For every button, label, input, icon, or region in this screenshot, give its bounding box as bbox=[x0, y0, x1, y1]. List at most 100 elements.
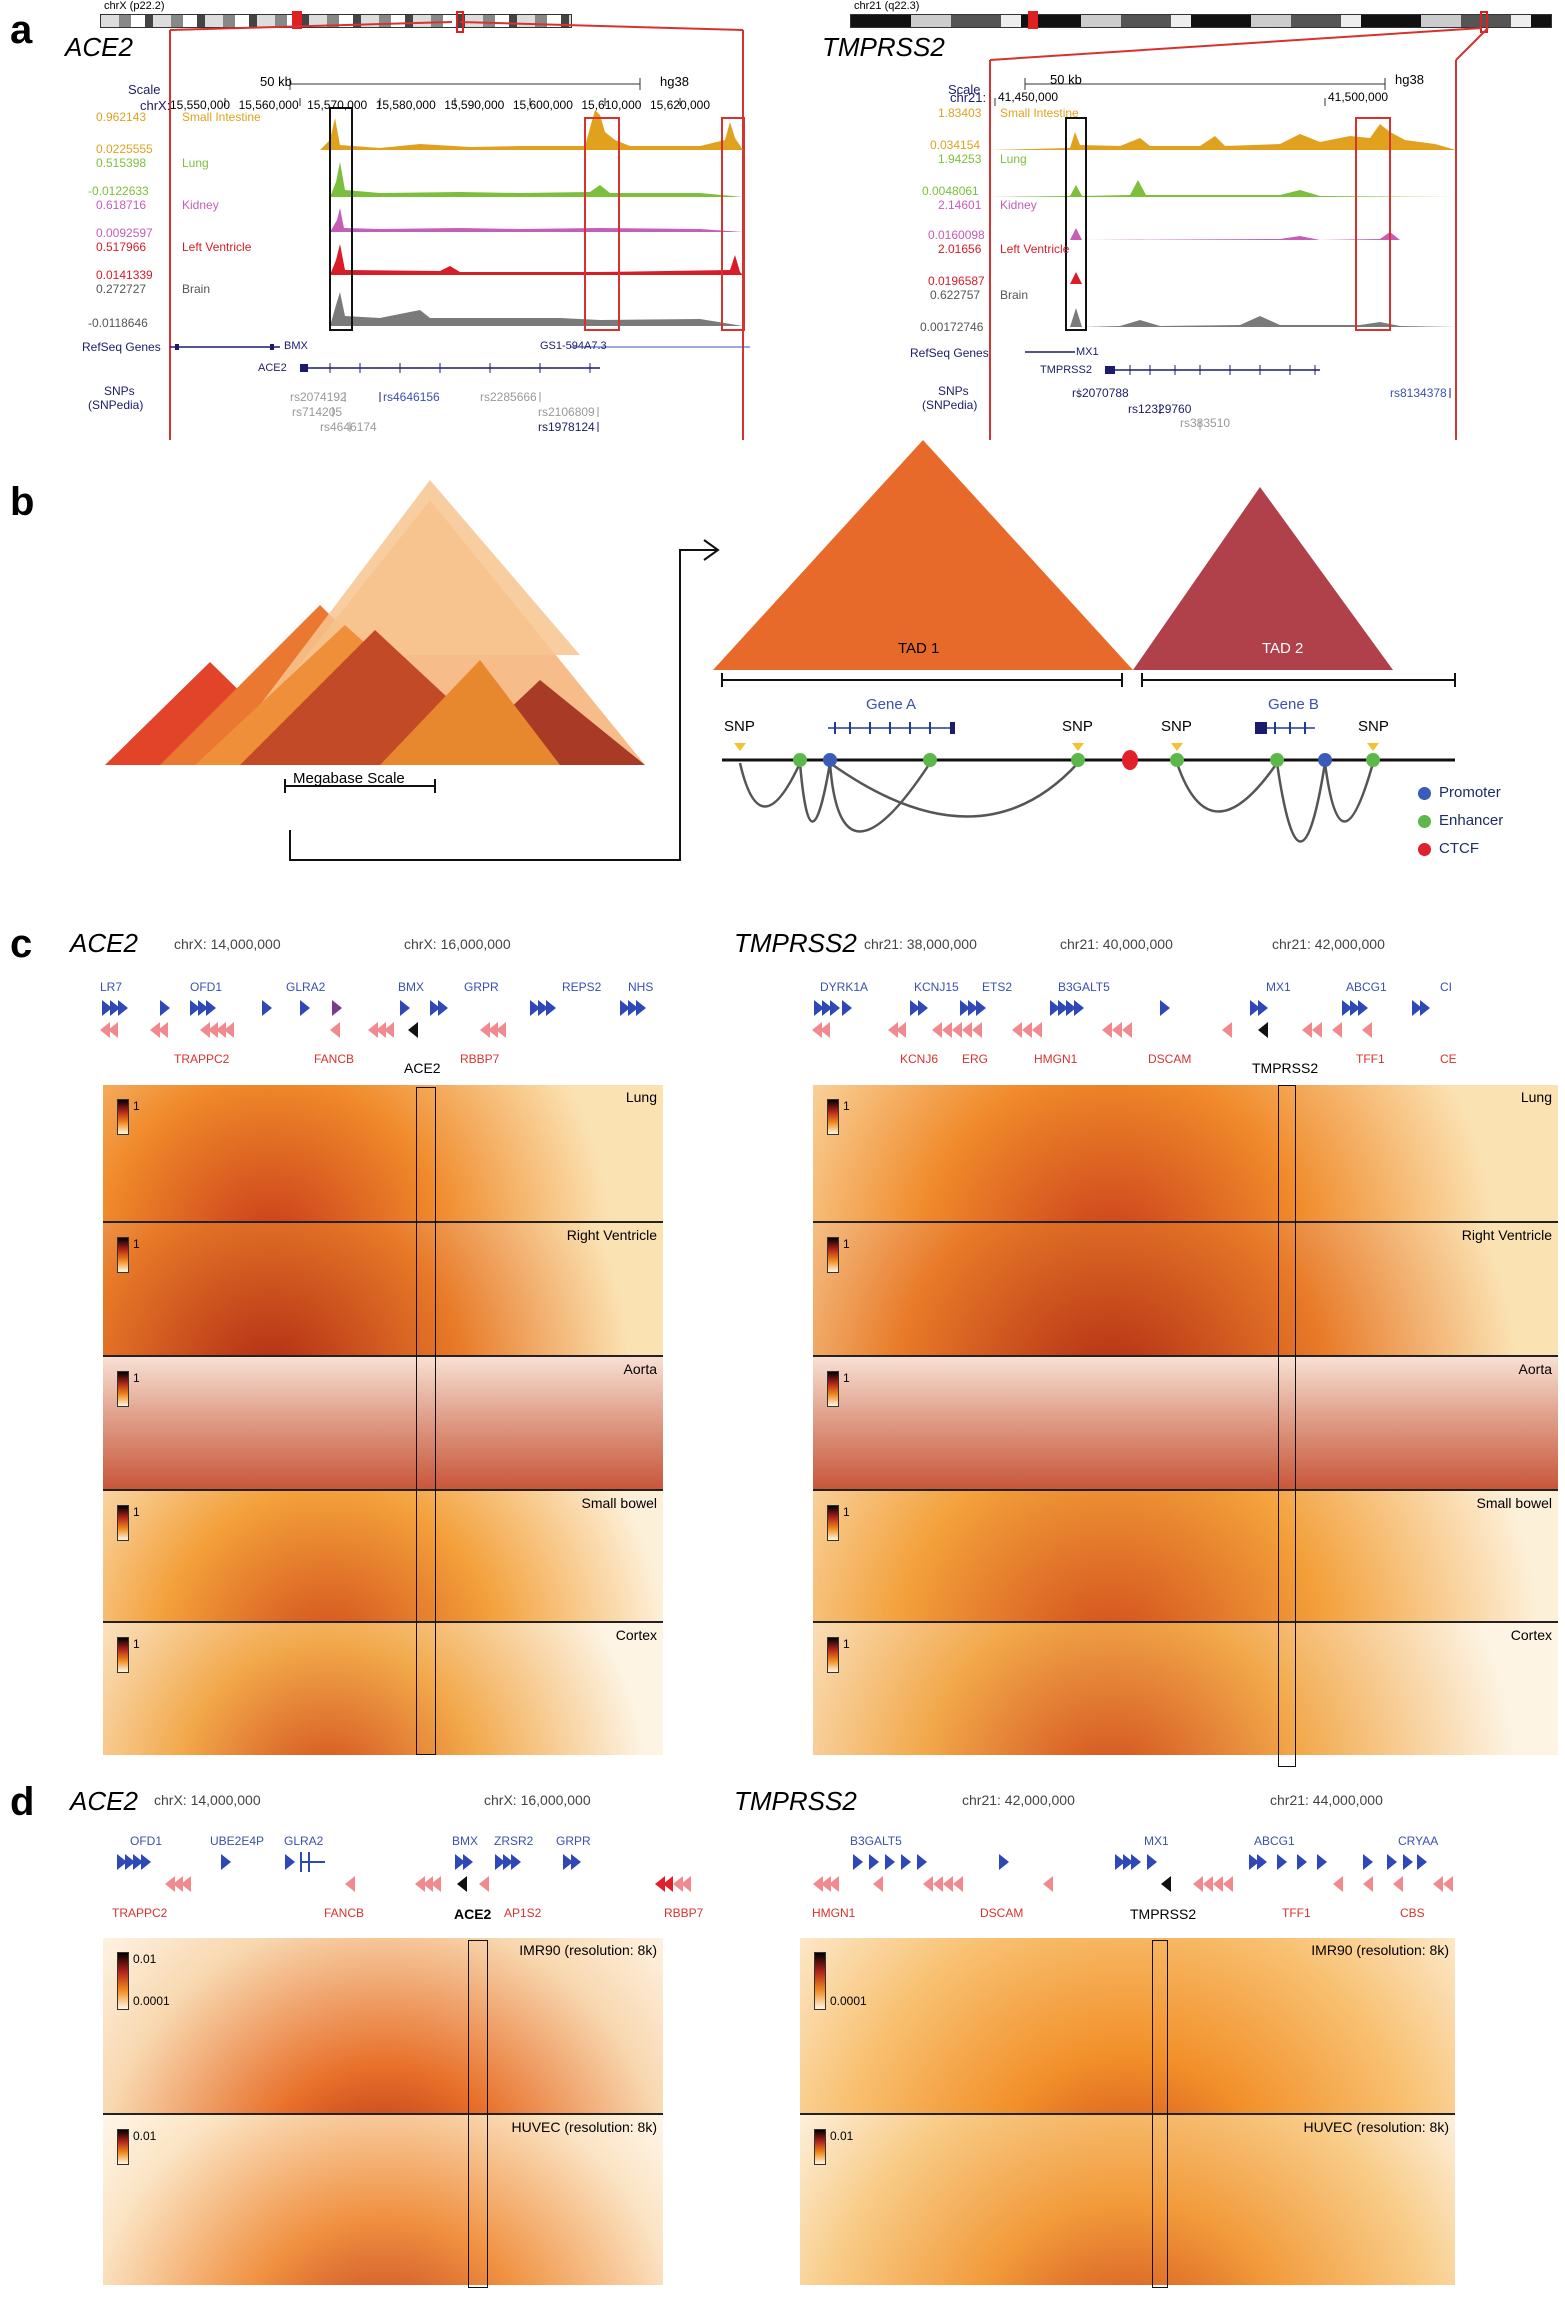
tmprss2-snp: rs8134378 bbox=[1390, 386, 1447, 400]
enhancer-dot-icon bbox=[1418, 814, 1431, 828]
tmprss2-track-brain-min: 0.00172746 bbox=[920, 320, 984, 334]
colorbar-icon bbox=[814, 1952, 826, 2010]
ace2-snp: rs2285666 bbox=[480, 390, 537, 404]
cbar-value: 0.01 bbox=[133, 1952, 157, 1966]
c-ace2-map-label: Small bowel bbox=[581, 1495, 657, 1511]
ace2-track-si-min: 0.0225555 bbox=[96, 142, 153, 156]
d-ace2-highlight: ACE2 bbox=[454, 1906, 492, 1922]
c-ace2-map-label: Right Ventricle bbox=[566, 1227, 657, 1243]
d-ace2-highlight-box bbox=[468, 1940, 488, 2288]
tmprss2-scale-value: 50 kb bbox=[1050, 72, 1082, 87]
ace2-snps-sub: (SNPedia) bbox=[88, 398, 144, 412]
tmprss2-track-si-max: 1.83403 bbox=[938, 106, 982, 120]
c-tmprss2-highlight-box bbox=[1278, 1085, 1296, 1767]
tmprss2-chr-prefix: chr21: bbox=[950, 90, 987, 105]
c-tmprss2-gene-top: B3GALT5 bbox=[1058, 980, 1110, 994]
c-ace2-coord: chrX: 16,000,000 bbox=[404, 936, 511, 952]
ace2-track-brain-max: 0.272727 bbox=[96, 282, 147, 296]
tmprss2-browser: Scale 50 kb hg38 chr21: 41,450,000 41,50… bbox=[820, 27, 1565, 450]
d-ace2-hic-stack: 0.01 0.0001 IMR90 (resolution: 8k) 0.01 … bbox=[103, 1938, 663, 2288]
c-tmprss2-gene-bottom: CE bbox=[1440, 1052, 1457, 1066]
c-ace2-hic-rv: 1 Right Ventricle bbox=[103, 1223, 663, 1357]
ace2-track-si-max: 0.962143 bbox=[96, 110, 147, 124]
c-tmprss2-highlight: TMPRSS2 bbox=[1252, 1060, 1319, 1076]
ace2-browser: Scale 50 kb hg38 chrX: 15,550,000 15,560… bbox=[0, 21, 800, 450]
tmprss2-ideogram: chr21 (q22.3) bbox=[850, 0, 1552, 33]
ace2-ideogram: chrX (p22.2) bbox=[100, 0, 572, 33]
ace2-coord: 15,570,000 bbox=[307, 98, 368, 112]
d-ace2-coord: chrX: 14,000,000 bbox=[154, 1792, 261, 1808]
ace2-snp: rs1978124 bbox=[538, 420, 595, 434]
ace2-track-kidney-min: 0.0092597 bbox=[96, 226, 153, 240]
c-tmprss2-gene-bottom: KCNJ6 bbox=[900, 1052, 939, 1066]
d-tmprss2-coord: chr21: 42,000,000 bbox=[962, 1792, 1075, 1808]
colorbar-icon bbox=[117, 1237, 129, 1273]
snp-label: SNP bbox=[1358, 718, 1389, 735]
tmprss2-coord: 41,450,000 bbox=[998, 90, 1059, 104]
ace2-coord: 15,600,000 bbox=[512, 98, 573, 112]
ace2-coord: 15,560,000 bbox=[238, 98, 299, 112]
d-ace2-gene-top: GRPR bbox=[556, 1834, 591, 1848]
colorbar-icon bbox=[117, 2129, 129, 2165]
d-tmprss2-gene-bottom: HMGN1 bbox=[812, 1906, 856, 1920]
ace2-browser-graphics bbox=[169, 21, 750, 440]
panel-d-label: d bbox=[10, 1780, 35, 1824]
legend-promoter: Promoter bbox=[1418, 784, 1501, 801]
tmprss2-track-brain-max: 0.622757 bbox=[930, 288, 981, 302]
tmprss2-gene-tmprss2: TMPRSS2 bbox=[1040, 364, 1092, 376]
ace2-gene-gs1: GS1-594A7.3 bbox=[540, 340, 607, 352]
tmprss2-scale-label: Scale bbox=[948, 82, 981, 97]
ace2-track-kidney-max: 0.618716 bbox=[96, 198, 147, 212]
ace2-scale-label: Scale bbox=[128, 82, 161, 97]
ace2-ideogram-label: chrX (p22.2) bbox=[104, 0, 165, 12]
cbar-value: 0.0001 bbox=[830, 1994, 867, 2008]
ace2-coord: 15,550,000 bbox=[170, 98, 231, 112]
ace2-chr-prefix: chrX: bbox=[140, 98, 171, 113]
ace2-track-lung-max: 0.515398 bbox=[96, 156, 147, 170]
c-tmprss2-gene-bottom: TFF1 bbox=[1356, 1052, 1385, 1066]
colorbar-icon bbox=[827, 1637, 839, 1673]
cbar-value: 1 bbox=[133, 1237, 140, 1251]
tmprss2-track-si-name: Small Intestine bbox=[1000, 106, 1079, 120]
c-ace2-coord: chrX: 14,000,000 bbox=[174, 936, 281, 952]
cbar-value: 1 bbox=[843, 1505, 850, 1519]
tmprss2-snp: rs12329760 bbox=[1128, 402, 1192, 416]
snp-label: SNP bbox=[1062, 718, 1093, 735]
colorbar-icon bbox=[117, 1637, 129, 1673]
c-ace2-gene-top: LR7 bbox=[100, 980, 123, 994]
c-tmprss2-gene-top: KCNJ15 bbox=[914, 980, 959, 994]
c-ace2-highlight-box bbox=[416, 1087, 436, 1755]
c-ace2-gene-top: REPS2 bbox=[562, 980, 602, 994]
snp-label: SNP bbox=[724, 718, 755, 735]
ace2-track-lv-name: Left Ventricle bbox=[182, 240, 252, 254]
tmprss2-track-si-min: 0.034154 bbox=[930, 138, 981, 152]
legend-ctcf-label: CTCF bbox=[1439, 840, 1479, 857]
tmprss2-genome: hg38 bbox=[1395, 72, 1424, 87]
ace2-ideogram-bar bbox=[100, 14, 572, 28]
cbar-value: 0.0001 bbox=[133, 1994, 170, 2008]
c-ace2-gene-top: OFD1 bbox=[190, 980, 223, 994]
tmprss2-snp: rs2070788 bbox=[1072, 386, 1129, 400]
c-ace2-gene-arrows bbox=[100, 1000, 646, 1038]
d-tmprss2-map-label: HUVEC (resolution: 8k) bbox=[1303, 2119, 1450, 2135]
d-ace2-map-label: IMR90 (resolution: 8k) bbox=[519, 1942, 657, 1958]
c-ace2-map-label: Lung bbox=[625, 1089, 657, 1105]
ace2-track-brain-min: -0.0118646 bbox=[88, 316, 148, 330]
ace2-snp: rs4646156 bbox=[383, 390, 440, 404]
ace2-coords: 15,550,000 15,560,000 15,570,000 15,580,… bbox=[170, 98, 710, 112]
d-ace2-hic-imr90: 0.01 0.0001 IMR90 (resolution: 8k) bbox=[103, 1938, 663, 2115]
colorbar-icon bbox=[117, 1952, 129, 2010]
ace2-track-lv-max: 0.517966 bbox=[96, 240, 147, 254]
d-tmprss2-hic-huvec: 0.01 HUVEC (resolution: 8k) bbox=[800, 2115, 1455, 2285]
tmprss2-track-kidney-max: 2.14601 bbox=[938, 198, 982, 212]
c-ace2-hic-lung: 1 Lung bbox=[103, 1085, 663, 1223]
cbar-value: 0.01 bbox=[830, 2129, 854, 2143]
gene-a-label: Gene A bbox=[866, 696, 917, 713]
ace2-snp: rs714205 bbox=[292, 405, 343, 419]
d-ace2-gene-top: OFD1 bbox=[130, 1834, 163, 1848]
ace2-snp: rs2074192 bbox=[290, 390, 347, 404]
d-tmprss2-highlight-box bbox=[1152, 1940, 1168, 2288]
d-tmprss2-gene-arrows bbox=[813, 1854, 1453, 1892]
ace2-refseq-label: RefSeq Genes bbox=[82, 340, 161, 354]
ace2-centromere bbox=[292, 11, 302, 29]
